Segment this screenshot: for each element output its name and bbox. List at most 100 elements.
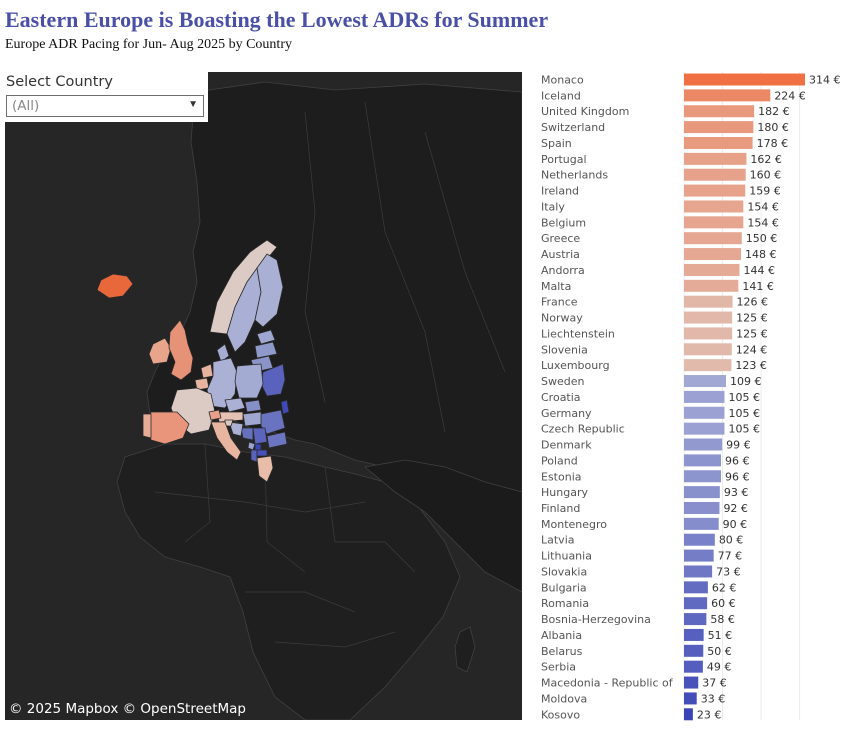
- bar-united-kingdom[interactable]: [684, 105, 755, 118]
- adr-bar-chart: Monaco 314 € Iceland 224 € United Kingdom 182…: [522, 72, 862, 727]
- bar-label-greece: Greece: [541, 232, 580, 245]
- country-united-kingdom[interactable]: [168, 319, 194, 381]
- country-estonia[interactable]: [256, 329, 276, 345]
- country-portugal[interactable]: [142, 413, 152, 439]
- bar-spain[interactable]: [684, 136, 753, 149]
- bar-croatia[interactable]: [684, 390, 725, 403]
- europe-map[interactable]: Select Country (All) ▼ © 2025 Mapbox © O…: [5, 72, 522, 720]
- bar-label-norway: Norway: [541, 312, 583, 325]
- bar-value-norway: 125 €: [736, 312, 768, 325]
- bar-iceland[interactable]: [684, 89, 771, 102]
- bar-malta[interactable]: [684, 279, 739, 292]
- chevron-down-icon[interactable]: ▼: [188, 99, 198, 110]
- bar-value-czech-republic: 105 €: [728, 423, 760, 436]
- country-czech-republic[interactable]: [224, 397, 246, 413]
- bar-label-united-kingdom: United Kingdom: [541, 105, 629, 118]
- bar-ireland[interactable]: [684, 184, 746, 197]
- country-switzerland[interactable]: [208, 409, 222, 421]
- country-finland[interactable]: [254, 253, 284, 328]
- bar-moldova[interactable]: [684, 692, 697, 705]
- bar-label-kosovo: Kosovo: [541, 708, 580, 721]
- bar-kosovo[interactable]: [684, 708, 693, 721]
- bar-austria[interactable]: [684, 248, 742, 261]
- bar-label-latvia: Latvia: [541, 534, 575, 547]
- bar-value-spain: 178 €: [757, 137, 789, 150]
- bar-latvia[interactable]: [684, 533, 715, 546]
- country-bulgaria[interactable]: [266, 431, 288, 449]
- country-greece[interactable]: [256, 455, 274, 483]
- bar-lithuania[interactable]: [684, 549, 714, 562]
- country-ireland[interactable]: [148, 337, 172, 365]
- bar-slovenia[interactable]: [684, 343, 732, 356]
- bar-label-sweden: Sweden: [541, 375, 584, 388]
- bar-norway[interactable]: [684, 311, 733, 324]
- country-albania[interactable]: [250, 449, 258, 463]
- country-bosnia-herzegovina[interactable]: [240, 427, 254, 441]
- bar-andorra[interactable]: [684, 263, 740, 276]
- bar-value-lithuania: 77 €: [718, 550, 743, 563]
- bar-label-estonia: Estonia: [541, 470, 582, 483]
- bar-belgium[interactable]: [684, 216, 744, 229]
- bar-netherlands[interactable]: [684, 168, 746, 181]
- bar-value-france: 126 €: [737, 296, 769, 309]
- bar-value-estonia: 96 €: [725, 470, 750, 483]
- bar-italy[interactable]: [684, 200, 744, 213]
- bar-greece[interactable]: [684, 232, 742, 245]
- bar-portugal[interactable]: [684, 152, 747, 165]
- country-macedonia[interactable]: [256, 449, 268, 457]
- bar-slovakia[interactable]: [684, 565, 713, 578]
- bar-value-italy: 154 €: [747, 200, 779, 213]
- country-romania[interactable]: [260, 409, 286, 435]
- bar-poland[interactable]: [684, 454, 721, 467]
- bar-monaco[interactable]: [684, 73, 805, 86]
- country-kosovo[interactable]: [254, 443, 262, 451]
- map-canvas[interactable]: [5, 72, 522, 720]
- country-germany[interactable]: [206, 357, 238, 409]
- bar-bulgaria[interactable]: [684, 581, 708, 594]
- bar-czech-republic[interactable]: [684, 422, 725, 435]
- country-italy[interactable]: [210, 421, 242, 461]
- bar-label-germany: Germany: [541, 407, 592, 420]
- country-moldova[interactable]: [280, 399, 290, 415]
- bar-label-serbia: Serbia: [541, 661, 576, 674]
- country-poland[interactable]: [234, 363, 264, 399]
- country-croatia[interactable]: [228, 421, 244, 437]
- bar-bosnia-herzegovina[interactable]: [684, 613, 707, 626]
- bar-value-latvia: 80 €: [719, 534, 744, 547]
- bar-switzerland[interactable]: [684, 121, 754, 134]
- country-iceland[interactable]: [96, 273, 134, 299]
- bar-value-belarus: 50 €: [707, 645, 732, 658]
- map-attribution[interactable]: © 2025 Mapbox © OpenStreetMap: [9, 701, 246, 717]
- bar-montenegro[interactable]: [684, 517, 719, 530]
- landmass-madagascar: [454, 626, 476, 673]
- bar-label-poland: Poland: [541, 454, 578, 467]
- bar-luxembourg[interactable]: [684, 359, 732, 372]
- bar-sweden[interactable]: [684, 375, 727, 388]
- bar-label-slovenia: Slovenia: [541, 343, 588, 356]
- bar-macedonia-republic-of[interactable]: [684, 676, 699, 689]
- bar-finland[interactable]: [684, 501, 720, 514]
- bar-france[interactable]: [684, 295, 733, 308]
- bar-belarus[interactable]: [684, 644, 704, 657]
- bar-hungary[interactable]: [684, 486, 720, 499]
- country-hungary[interactable]: [242, 411, 264, 427]
- country-denmark[interactable]: [216, 343, 230, 363]
- bar-label-montenegro: Montenegro: [541, 518, 607, 531]
- page-title: Eastern Europe is Boasting the Lowest AD…: [5, 7, 549, 32]
- bar-label-bulgaria: Bulgaria: [541, 581, 587, 594]
- bar-denmark[interactable]: [684, 438, 723, 451]
- bar-estonia[interactable]: [684, 470, 721, 483]
- country-serbia[interactable]: [252, 427, 268, 445]
- country-slovakia[interactable]: [244, 399, 262, 413]
- country-latvia[interactable]: [254, 341, 278, 359]
- bar-serbia[interactable]: [684, 660, 703, 673]
- bar-albania[interactable]: [684, 628, 704, 641]
- bar-value-croatia: 105 €: [728, 391, 760, 404]
- page-subtitle: Europe ADR Pacing for Jun- Aug 2025 by C…: [5, 37, 292, 52]
- country-select[interactable]: (All) ▼: [6, 95, 204, 117]
- bar-romania[interactable]: [684, 597, 708, 610]
- bar-liechtenstein[interactable]: [684, 327, 733, 340]
- bar-label-czech-republic: Czech Republic: [541, 423, 625, 436]
- bar-value-bosnia-herzegovina: 58 €: [710, 613, 735, 626]
- bar-germany[interactable]: [684, 406, 725, 419]
